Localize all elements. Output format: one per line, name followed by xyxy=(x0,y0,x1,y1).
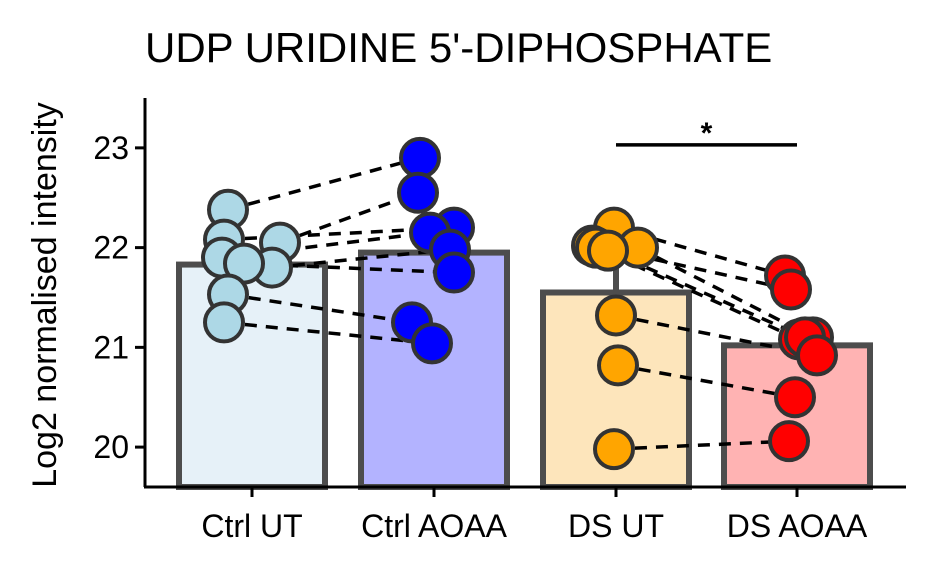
y-axis-label: Log2 normalised intensity xyxy=(26,102,64,488)
points-layer xyxy=(201,136,838,471)
y-tick-label: 21 xyxy=(93,329,129,365)
data-point-ds-aoaa xyxy=(768,420,810,463)
bars-layer xyxy=(176,249,873,491)
pair-line xyxy=(607,249,806,339)
x-tick-label: DS AOAA xyxy=(727,508,868,544)
data-point-ds-aoaa xyxy=(796,334,838,377)
pair-line xyxy=(637,246,814,339)
pair-line xyxy=(227,292,413,325)
data-point-ds-ut xyxy=(595,294,637,337)
pair-line xyxy=(279,191,419,245)
axes-layer xyxy=(143,98,906,489)
y-tick-label: 23 xyxy=(93,130,129,166)
pair-line xyxy=(271,247,451,270)
x-tick-label: DS UT xyxy=(568,508,664,544)
pair-line xyxy=(595,246,800,341)
y-tick-label: 20 xyxy=(93,429,129,465)
chart-title: UDP URIDINE 5'-DIPHOSPHATE xyxy=(145,24,772,71)
pair-line xyxy=(243,261,455,275)
data-point-ds-aoaa xyxy=(770,268,812,311)
pair-line xyxy=(223,320,433,346)
pair-line xyxy=(613,439,790,451)
data-point-ds-ut xyxy=(597,344,639,387)
pair-line xyxy=(227,156,421,212)
bar-ctrl-aoaa xyxy=(358,249,510,490)
x-tick-label: Ctrl UT xyxy=(201,508,302,544)
bar-ctrl-ut xyxy=(176,261,328,491)
pair-line xyxy=(617,363,796,399)
data-point-ds-ut xyxy=(587,229,629,272)
data-point-ctrl-aoaa xyxy=(433,251,475,294)
y-tick-label: 22 xyxy=(93,230,129,266)
x-tick-label: Ctrl AOAA xyxy=(361,508,507,544)
data-point-ds-aoaa xyxy=(774,376,816,419)
data-point-ds-ut xyxy=(593,428,635,471)
significance-layer: * xyxy=(616,117,797,150)
data-point-ctrl-aoaa xyxy=(411,322,453,365)
significance-label: * xyxy=(701,117,713,150)
y-ticks-layer: 20 21 22 23 xyxy=(93,130,145,465)
data-point-ctrl-ut xyxy=(203,301,245,344)
pair-line xyxy=(591,243,792,292)
pair-line xyxy=(221,230,431,260)
x-ticks-layer: Ctrl UT Ctrl AOAA DS UT DS AOAA xyxy=(201,487,868,544)
data-point-ctrl-aoaa xyxy=(397,171,439,214)
data-point-ctrl-aoaa xyxy=(399,136,441,179)
